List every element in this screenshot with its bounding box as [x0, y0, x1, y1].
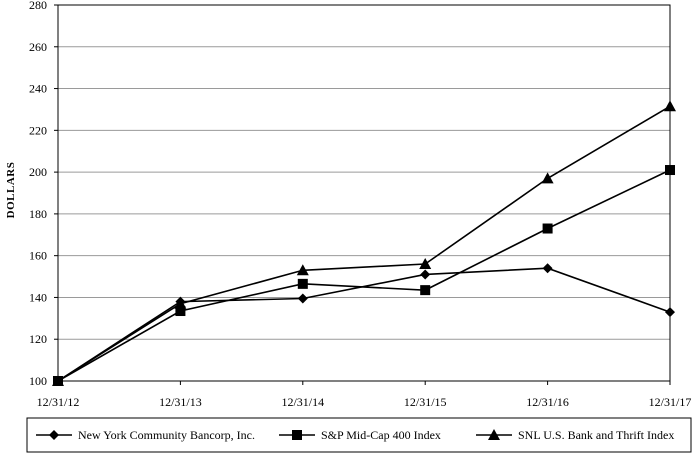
y-tick-label: 240 [29, 82, 47, 96]
gridlines [58, 46, 670, 340]
legend-marker-square [292, 430, 302, 440]
data-point-diamond [542, 263, 553, 274]
legend: New York Community Bancorp, Inc. S&P Mid-… [26, 417, 692, 453]
legend-marker-diamond [49, 430, 59, 440]
series-square [53, 165, 675, 386]
legend-marker-triangle [488, 429, 500, 440]
data-point-triangle [664, 100, 676, 112]
y-axis-ticks: 100 120 140 160 180 200 220 240 260 280 [29, 0, 58, 388]
data-point-triangle [174, 297, 187, 309]
y-tick-label: 160 [29, 249, 47, 263]
legend-label: New York Community Bancorp, Inc. [78, 428, 255, 442]
x-tick-label: 12/31/17 [649, 395, 692, 409]
data-point-square [665, 165, 675, 176]
series-line [57, 267, 671, 382]
data-point-triangle [52, 375, 64, 386]
series-line [57, 169, 671, 382]
y-tick-label: 260 [29, 40, 47, 54]
series-triangle [52, 100, 676, 386]
data-point-square [542, 223, 553, 234]
y-tick-label: 220 [29, 123, 47, 137]
y-tick-label: 280 [29, 0, 47, 12]
series-line [57, 105, 671, 382]
data-point-square [420, 285, 431, 296]
y-tick-label: 140 [29, 290, 47, 304]
x-tick-label: 12/31/14 [281, 395, 324, 409]
y-axis-label: DOLLARS [5, 162, 17, 219]
data-point-square [175, 306, 186, 317]
data-point-triangle [541, 172, 554, 184]
x-tick-label: 12/31/16 [526, 395, 569, 409]
data-point-diamond [665, 307, 675, 318]
data-point-triangle [419, 258, 432, 270]
y-tick-label: 120 [29, 332, 47, 346]
y-tick-label: 180 [29, 207, 47, 221]
legend-box [26, 417, 692, 453]
legend-label: SNL U.S. Bank and Thrift Index [518, 428, 674, 442]
legend-label: S&P Mid-Cap 400 Index [321, 428, 441, 442]
data-point-triangle [296, 264, 309, 276]
x-tick-label: 12/31/12 [37, 395, 80, 409]
data-point-diamond [297, 293, 308, 304]
plot-area-frame [57, 4, 671, 382]
data-point-diamond [420, 269, 431, 280]
y-tick-label: 100 [29, 374, 47, 388]
x-tick-label: 12/31/13 [159, 395, 202, 409]
series-lines [52, 100, 676, 386]
x-tick-label: 12/31/15 [404, 395, 447, 409]
y-tick-label: 200 [29, 165, 47, 179]
data-point-square [297, 278, 308, 289]
x-axis-ticks: 12/31/12 12/31/13 12/31/14 12/31/15 12/31/16… [37, 381, 692, 409]
